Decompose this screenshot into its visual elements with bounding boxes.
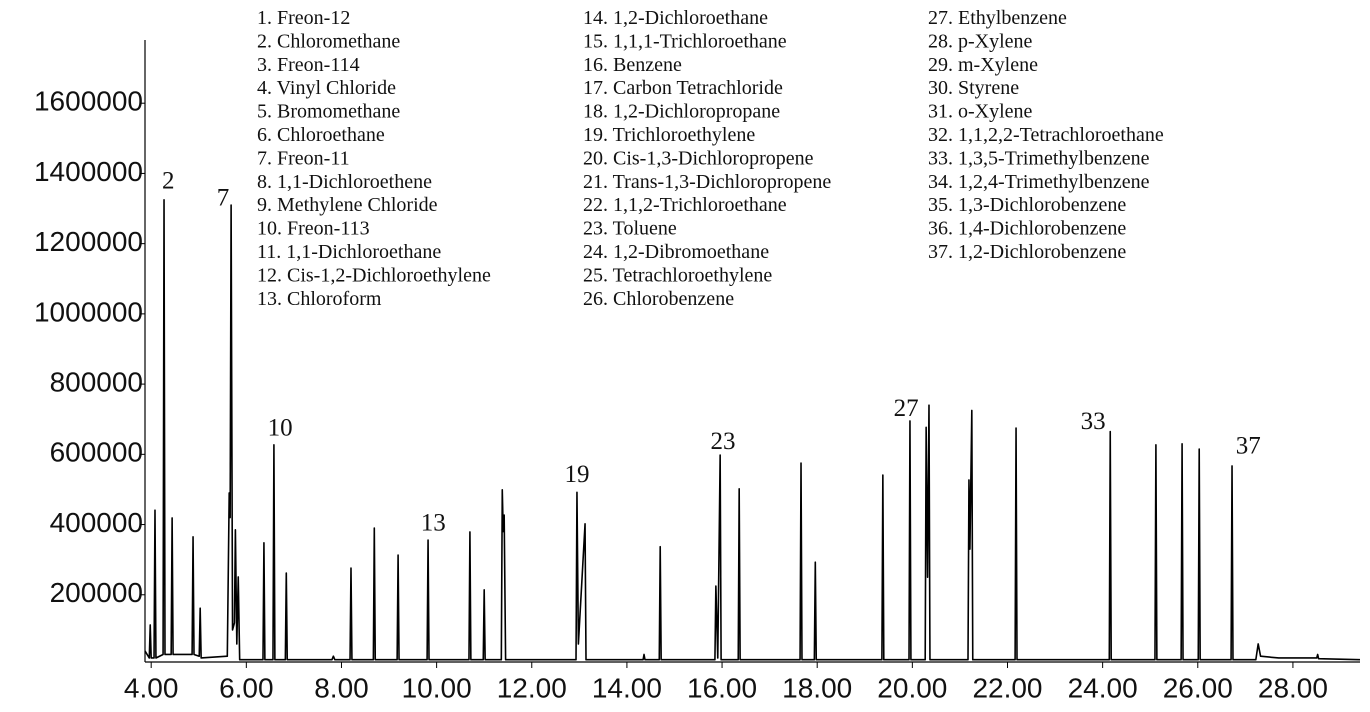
y-tick-label: 800000 — [50, 366, 143, 397]
compound-label: 4. Vinyl Chloride — [257, 77, 396, 99]
compound-label: 31. o-Xylene — [928, 101, 1033, 123]
compound-label: 14. 1,2-Dichloroethane — [583, 7, 768, 29]
compound-label: 23. Toluene — [583, 218, 677, 240]
y-tick-label: 1200000 — [34, 226, 143, 257]
compound-label: 10. Freon-113 — [257, 218, 370, 240]
compound-label: 24. 1,2-Dibromoethane — [583, 241, 769, 263]
compound-label: 34. 1,2,4-Trimethylbenzene — [928, 171, 1150, 193]
compound-label: 17. Carbon Tetrachloride — [583, 77, 783, 99]
chromatogram-line — [144, 198, 1361, 661]
y-tick-label: 200000 — [50, 577, 143, 608]
x-tick-label: 16.00 — [687, 672, 757, 703]
compound-label: 13. Chloroform — [257, 288, 382, 310]
y-tick-label: 1600000 — [34, 86, 143, 117]
y-tick-label: 600000 — [50, 437, 143, 468]
peak-label: 37 — [1236, 433, 1261, 460]
compound-label: 16. Benzene — [583, 54, 682, 76]
compound-label: 20. Cis-1,3-Dichloropropene — [583, 147, 814, 169]
x-tick-label: 14.00 — [592, 672, 662, 703]
peak-label: 13 — [421, 510, 446, 537]
compound-label: 8. 1,1-Dichloroethene — [257, 171, 432, 193]
compound-label: 15. 1,1,1-Trichloroethane — [583, 30, 787, 52]
compound-label: 35. 1,3-Dichlorobenzene — [928, 194, 1126, 216]
compound-label: 33. 1,3,5-Trimethylbenzene — [928, 147, 1150, 169]
compound-label: 22. 1,1,2-Trichloroethane — [583, 194, 787, 216]
compound-label: 37. 1,2-Dichlorobenzene — [928, 241, 1126, 263]
y-tick-label: 400000 — [50, 507, 143, 538]
x-tick-label: 6.00 — [219, 672, 274, 703]
x-tick-label: 12.00 — [497, 672, 567, 703]
x-tick-label: 18.00 — [782, 672, 852, 703]
compound-label: 6. Chloroethane — [257, 124, 385, 146]
x-tick-label: 22.00 — [972, 672, 1042, 703]
compound-label: 1. Freon-12 — [257, 7, 350, 29]
x-tick-label: 10.00 — [402, 672, 472, 703]
compound-label: 3. Freon-114 — [257, 54, 360, 76]
x-tick-label: 26.00 — [1163, 672, 1233, 703]
y-tick-label: 1000000 — [34, 296, 143, 327]
compound-label: 9. Methylene Chloride — [257, 194, 438, 216]
y-tick-label: 1400000 — [34, 156, 143, 187]
peak-label: 23 — [711, 428, 736, 455]
x-tick-label: 24.00 — [1068, 672, 1138, 703]
compound-label: 30. Styrene — [928, 77, 1019, 99]
x-tick-label: 20.00 — [877, 672, 947, 703]
compound-label: 19. Trichloroethylene — [583, 124, 755, 146]
compound-label: 36. 1,4-Dichlorobenzene — [928, 218, 1126, 240]
compound-label: 26. Chlorobenzene — [583, 288, 734, 310]
peak-label: 7 — [217, 184, 230, 211]
compound-label: 25. Tetrachloroethylene — [583, 264, 772, 286]
x-tick-label: 28.00 — [1258, 672, 1328, 703]
compound-label: 27. Ethylbenzene — [928, 7, 1067, 29]
compound-label: 5. Bromomethane — [257, 101, 400, 123]
compound-label: 7. Freon-11 — [257, 147, 350, 169]
compound-label: 29. m-Xylene — [928, 54, 1038, 76]
compound-label: 28. p-Xylene — [928, 30, 1033, 52]
peak-label: 10 — [268, 414, 293, 441]
x-tick-label: 4.00 — [124, 672, 179, 703]
peak-label: 27 — [894, 395, 919, 422]
compound-label: 21. Trans-1,3-Dichloropropene — [583, 171, 831, 193]
compound-label: 2. Chloromethane — [257, 30, 400, 52]
peak-label: 2 — [162, 168, 175, 195]
peak-label: 33 — [1081, 408, 1106, 435]
peak-label: 19 — [564, 461, 589, 488]
compound-label: 32. 1,1,2,2-Tetrachloroethane — [928, 124, 1164, 146]
compound-label: 11. 1,1-Dichloroethane — [257, 241, 441, 263]
x-tick-label: 8.00 — [314, 672, 369, 703]
compound-label: 18. 1,2-Dichloropropane — [583, 101, 780, 123]
compound-label: 12. Cis-1,2-Dichloroethylene — [257, 264, 491, 286]
